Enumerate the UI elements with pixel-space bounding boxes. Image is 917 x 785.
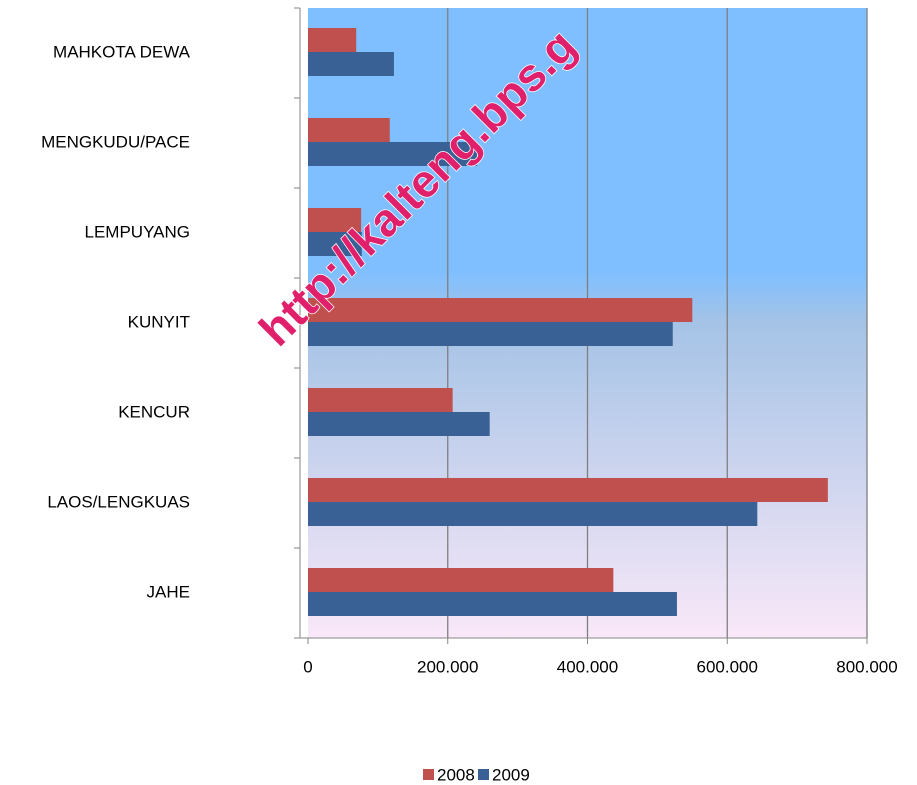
bar [308,28,357,52]
bar [308,208,362,232]
x-tick-label: 400.000 [557,657,618,676]
bar [308,118,390,142]
legend-swatch [423,769,434,780]
legend-label: 2008 [437,765,475,784]
legend-swatch [478,769,489,780]
bar [308,568,614,592]
bar [308,592,677,616]
bar [308,142,478,166]
y-tick-label: LAOS/LENGKUAS [47,492,190,511]
x-tick-label: 600.000 [697,657,758,676]
bars [308,28,828,616]
axes: 0 200.000 400.000 600.000 800.000 MAHKOTA DEW… [41,7,898,676]
bar [308,298,693,322]
bar [308,52,394,76]
bar [308,388,453,412]
y-tick-label: KUNYIT [128,312,190,331]
bar [308,232,362,256]
bar [308,478,828,502]
y-tick-label: JAHE [147,582,190,601]
x-tick-label: 800.000 [836,657,897,676]
y-tick-label: MAHKOTA DEWA [53,42,191,61]
legend-label: 2009 [492,765,530,784]
x-tick-label: 200.000 [417,657,478,676]
y-tick-label: LEMPUYANG [85,222,191,241]
y-tick-label: KENCUR [118,402,190,421]
x-tick-label: 0 [303,657,312,676]
y-tick-label: MENGKUDU/PACE [41,132,190,151]
legend: 2008 2009 [423,765,530,784]
bar [308,412,490,436]
bar [308,322,673,346]
bar [308,502,758,526]
